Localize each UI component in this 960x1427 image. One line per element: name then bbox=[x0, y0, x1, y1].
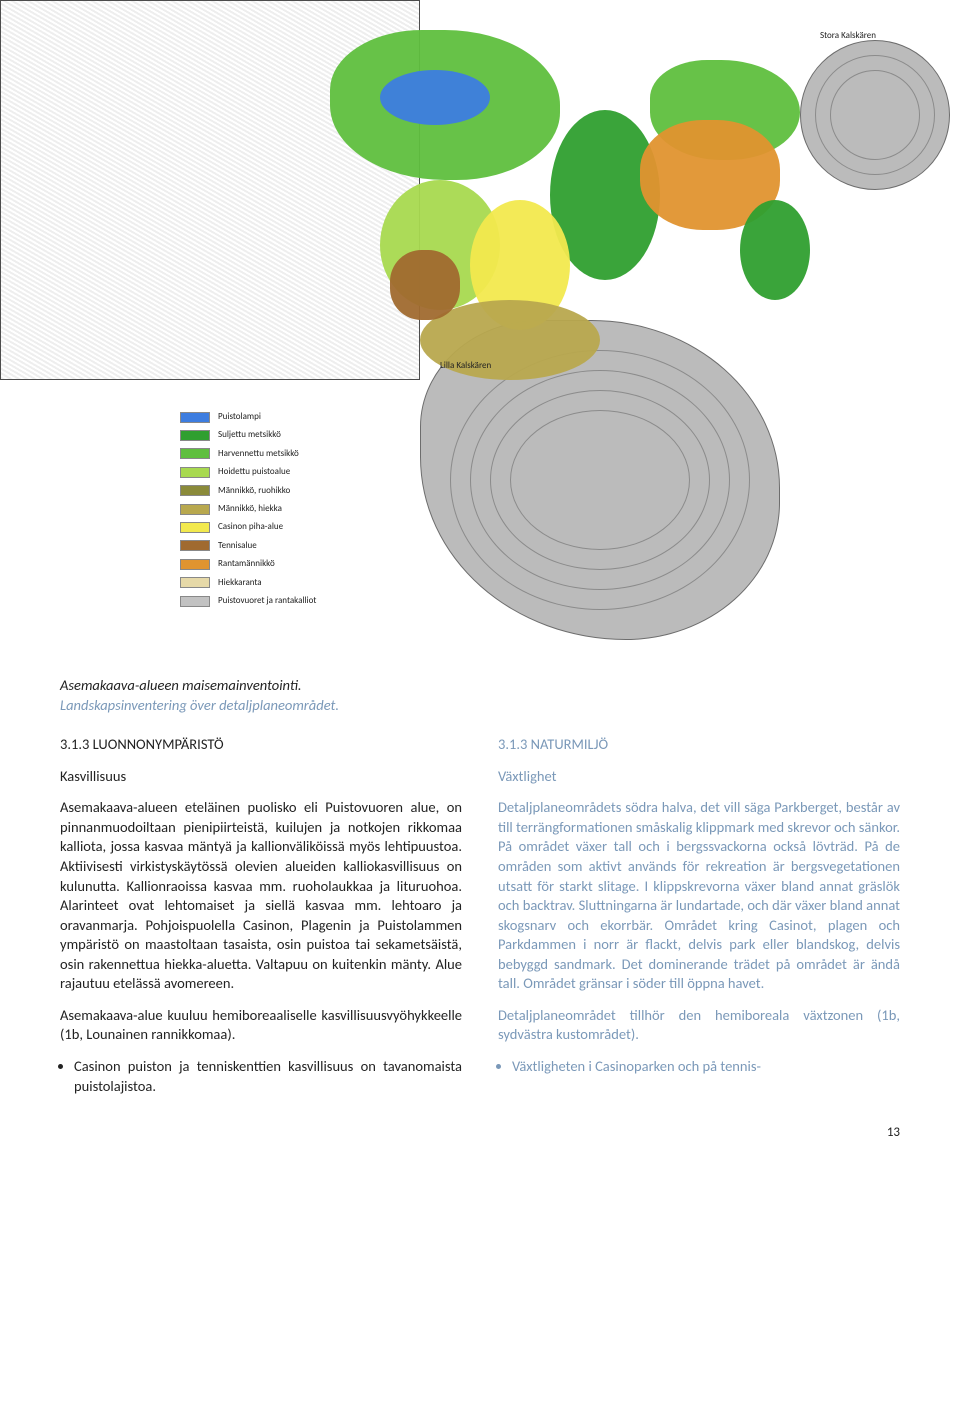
swatch-hiekkaranta bbox=[180, 577, 210, 588]
legend-label: Harvennettu metsikkö bbox=[218, 447, 299, 461]
caption-sv: Landskapsinventering över detaljplaneomr… bbox=[60, 696, 900, 716]
heading-fi: 3.1.3 LUONNONYMPÄRISTÖ bbox=[60, 735, 462, 755]
swatch-puistovuoret bbox=[180, 596, 210, 607]
subheading-fi: Kasvillisuus bbox=[60, 767, 462, 787]
paragraph-sv-1: Detaljplaneområdets södra halva, det vil… bbox=[498, 798, 900, 994]
swatch-mannikko-ruohikko bbox=[180, 485, 210, 496]
map-figure: Stora Kalskären Lilla Kalskären Puistola… bbox=[0, 0, 960, 670]
swatch-puistolampi bbox=[180, 412, 210, 423]
map-legend: Puistolampi Suljettu metsikkö Harvennett… bbox=[180, 410, 316, 612]
subheading-sv: Växtlighet bbox=[498, 767, 900, 787]
legend-label: Hoidettu puistoalue bbox=[218, 465, 290, 479]
bullet-sv-1: Växtligheten i Casinoparken och på tenni… bbox=[512, 1057, 900, 1077]
swatch-hoidettu bbox=[180, 467, 210, 478]
swatch-casino-piha bbox=[180, 522, 210, 533]
legend-label: Tennisalue bbox=[218, 539, 257, 553]
column-sv: 3.1.3 NATURMILJÖ Växtlighet Detaljplaneo… bbox=[498, 735, 900, 1100]
map-label-stora: Stora Kalskären bbox=[820, 30, 876, 42]
figure-caption: Asemakaava-alueen maisemainventointi. La… bbox=[60, 676, 900, 715]
legend-label: Casinon piha-alue bbox=[218, 520, 283, 534]
legend-label: Puistovuoret ja rantakalliot bbox=[218, 594, 316, 608]
paragraph-fi-1: Asemakaava-alueen eteläinen puolisko eli… bbox=[60, 798, 462, 994]
legend-label: Puistolampi bbox=[218, 410, 261, 424]
paragraph-fi-2: Asemakaava-alue kuuluu hemiboreaaliselle… bbox=[60, 1006, 462, 1045]
caption-fi: Asemakaava-alueen maisemainventointi. bbox=[60, 676, 900, 696]
page-number: 13 bbox=[60, 1124, 900, 1142]
heading-sv: 3.1.3 NATURMILJÖ bbox=[498, 735, 900, 755]
legend-label: Suljettu metsikkö bbox=[218, 428, 281, 442]
map-illustration: Stora Kalskären Lilla Kalskären bbox=[0, 0, 960, 670]
map-label-lilla: Lilla Kalskären bbox=[440, 360, 491, 372]
swatch-mannikko-hiekka bbox=[180, 504, 210, 515]
swatch-suljettu bbox=[180, 430, 210, 441]
legend-label: Rantamännikkö bbox=[218, 557, 275, 571]
column-fi: 3.1.3 LUONNONYMPÄRISTÖ Kasvillisuus Asem… bbox=[60, 735, 462, 1100]
legend-label: Hiekkaranta bbox=[218, 576, 262, 590]
swatch-harvennettu bbox=[180, 448, 210, 459]
bullet-fi-1: Casinon puiston ja tenniskenttien kasvil… bbox=[74, 1057, 462, 1096]
paragraph-sv-2: Detaljplaneområdet tillhör den hemiborea… bbox=[498, 1006, 900, 1045]
swatch-rantamannikko bbox=[180, 559, 210, 570]
swatch-tennis bbox=[180, 540, 210, 551]
legend-label: Männikkö, hiekka bbox=[218, 502, 282, 516]
legend-label: Männikkö, ruohikko bbox=[218, 484, 290, 498]
